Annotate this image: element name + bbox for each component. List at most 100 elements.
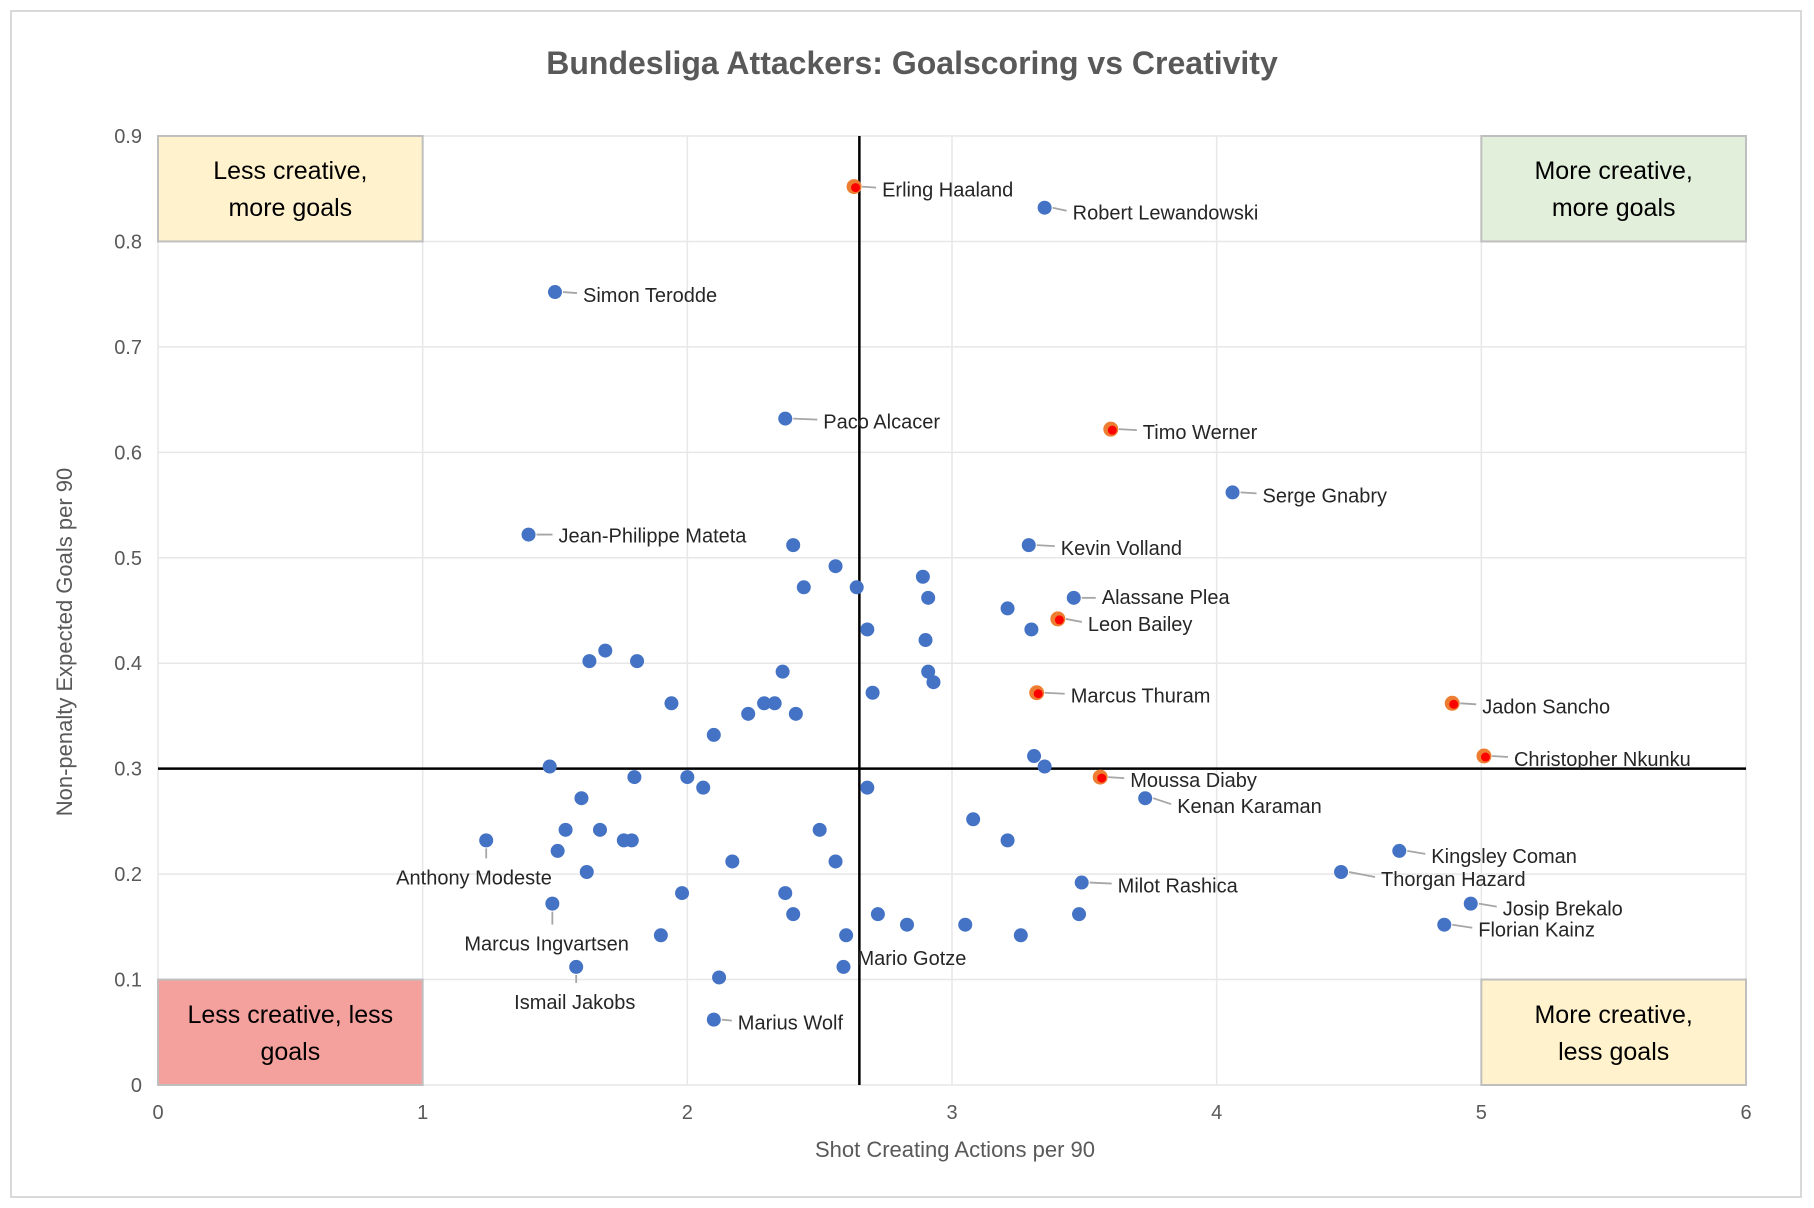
data-point: [1013, 928, 1028, 943]
leader-lines: [485, 185, 1509, 1022]
y-tick-label: 0: [131, 1075, 142, 1097]
data-point: [926, 675, 941, 690]
point-label: Jadon Sancho: [1482, 696, 1610, 718]
scatter-chart: Bundesliga Attackers: Goalscoring vs Cre…: [52, 45, 1752, 1162]
data-point: [598, 643, 613, 658]
data-points: [479, 179, 1492, 1027]
y-tick-label: 0.6: [114, 442, 142, 464]
highlight-point: [1092, 769, 1108, 785]
data-point: [550, 843, 565, 858]
data-point: [712, 970, 727, 985]
data-point: [775, 664, 790, 679]
point-label: Alassane Plea: [1102, 587, 1231, 609]
label-leader-line: [562, 291, 578, 294]
point-label: Timo Werner: [1143, 422, 1258, 444]
label-leader-line: [1036, 544, 1055, 548]
data-point: [828, 854, 843, 869]
highlight-point: [1444, 695, 1460, 711]
point-label: Paco Alcacer: [823, 412, 940, 434]
highlight-point: [846, 179, 862, 195]
data-point: [574, 791, 589, 806]
quadrant-label: Less creative, less: [188, 1001, 394, 1029]
quadrant-box: [1480, 135, 1748, 243]
point-label: Marcus Thuram: [1071, 686, 1211, 708]
chart-frame: Bundesliga Attackers: Goalscoring vs Cre…: [10, 10, 1802, 1198]
chart-title: Bundesliga Attackers: Goalscoring vs Cre…: [546, 45, 1278, 81]
data-point: [1027, 749, 1042, 764]
label-leader-line: [1491, 755, 1509, 758]
data-point: [741, 706, 756, 721]
highlight-core: [1054, 615, 1064, 625]
y-axis-label: Non-penalty Expected Goals per 90: [52, 468, 77, 817]
data-point: [786, 907, 801, 922]
data-point: [1463, 896, 1478, 911]
data-point: [545, 896, 560, 911]
point-label: Mario Gotze: [857, 948, 966, 970]
data-point: [828, 559, 843, 574]
data-point: [778, 886, 793, 901]
highlight-point: [1029, 685, 1045, 701]
data-point: [958, 917, 973, 932]
label-leader-line: [1407, 850, 1426, 855]
y-tick-label: 0.4: [114, 653, 142, 675]
label-leader-line: [1478, 902, 1497, 908]
quadrant-label: less goals: [1558, 1038, 1669, 1066]
data-point: [627, 770, 642, 785]
highlight-core: [851, 183, 861, 193]
y-tick-label: 0.8: [114, 231, 142, 253]
point-label: Anthony Modeste: [396, 867, 552, 889]
quadrant-label: More creative,: [1534, 157, 1692, 185]
data-point: [860, 780, 875, 795]
data-point: [1000, 833, 1015, 848]
data-point: [921, 664, 936, 679]
y-tick-label: 0.9: [114, 126, 142, 148]
quadrant-boxes: Less creative, more goals More creative, mo…: [157, 135, 1748, 1086]
quadrant-label: goals: [260, 1038, 320, 1066]
highlight-point: [1050, 611, 1066, 627]
x-tick-label: 2: [682, 1102, 693, 1124]
label-leader-line: [1052, 206, 1067, 212]
data-point: [1024, 622, 1039, 637]
highlight-core: [1107, 425, 1117, 435]
label-leader-line: [1065, 618, 1083, 623]
data-point: [1066, 590, 1081, 605]
label-leader-line: [1460, 702, 1477, 706]
data-point: [767, 696, 782, 711]
data-point: [915, 569, 930, 584]
quadrant-label: more goals: [1552, 194, 1676, 222]
data-point: [479, 833, 494, 848]
data-point: [1074, 875, 1089, 890]
data-point: [966, 812, 981, 827]
label-leader-line: [1452, 923, 1473, 929]
label-leader-line: [862, 185, 877, 189]
data-point: [582, 654, 597, 669]
x-axis-label: Shot Creating Actions per 90: [815, 1137, 1095, 1162]
gridlines: [157, 135, 1747, 1086]
data-point: [1225, 485, 1240, 500]
data-point: [558, 822, 573, 837]
data-point: [918, 633, 933, 648]
x-tick-label: 5: [1476, 1102, 1487, 1124]
data-point: [778, 411, 793, 426]
point-label: Kevin Volland: [1061, 538, 1182, 560]
data-point: [630, 654, 645, 669]
point-label: Simon Terodde: [583, 285, 717, 307]
point-label: Kingsley Coman: [1431, 846, 1577, 868]
data-point: [865, 685, 880, 700]
data-point: [592, 822, 607, 837]
quadrant-box: [157, 978, 424, 1086]
data-point: [1072, 907, 1087, 922]
data-point: [706, 1012, 721, 1027]
data-point: [680, 770, 695, 785]
highlight-point: [1103, 421, 1119, 437]
label-leader-line: [1152, 797, 1172, 806]
label-leader-line: [1240, 491, 1257, 495]
data-point: [870, 907, 885, 922]
point-label: Thorgan Hazard: [1381, 869, 1526, 891]
point-label: Moussa Diaby: [1130, 770, 1257, 792]
data-point: [542, 759, 557, 774]
data-point: [579, 865, 594, 880]
point-label: Jean-Philippe Mateta: [559, 526, 748, 548]
y-tick-label: 0.1: [114, 970, 142, 992]
data-point: [664, 696, 679, 711]
